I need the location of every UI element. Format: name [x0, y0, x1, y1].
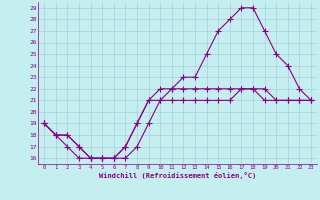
X-axis label: Windchill (Refroidissement éolien,°C): Windchill (Refroidissement éolien,°C) — [99, 172, 256, 179]
